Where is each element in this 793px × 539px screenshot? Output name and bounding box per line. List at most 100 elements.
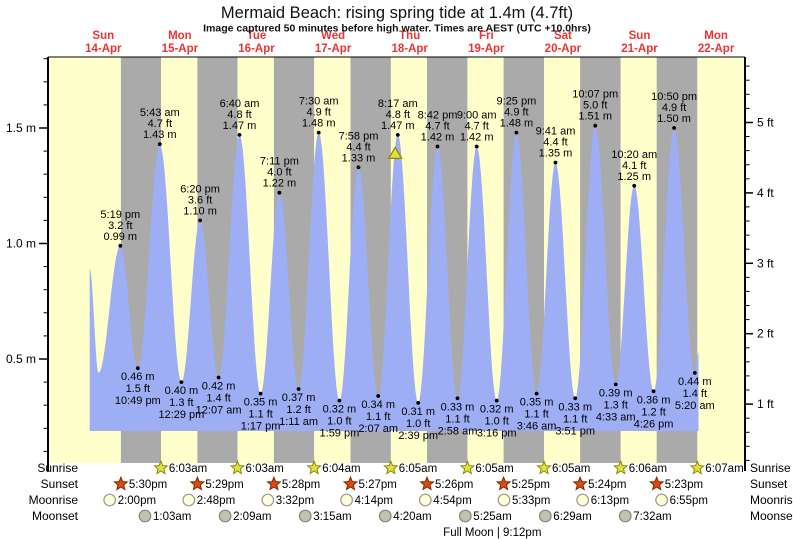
tide-low-label-line: 1:17 pm	[241, 421, 281, 433]
tide-low-label-line: 0.32 m	[323, 404, 357, 416]
tide-high-label: 5:19 pm3.2 ft0.99 m	[100, 209, 140, 248]
astro-event-time: 7:32am	[633, 511, 671, 523]
day-header-name: Mon	[168, 30, 192, 42]
tide-point	[179, 380, 184, 384]
tide-high-label-line: 4.7 ft	[148, 118, 172, 130]
astro-event-time: 6:05am	[399, 463, 437, 475]
tide-low-label-line: 1.0 ft	[484, 416, 508, 428]
moonrise-icon	[261, 493, 275, 507]
sunset-star-icon	[648, 475, 665, 491]
right-axis-tick-label: 5 ft	[757, 116, 774, 130]
tide-high-label-line: 3.6 ft	[188, 194, 212, 206]
day-header-name: Sat	[554, 30, 572, 42]
tide-high-label-line: 1.42 m	[460, 132, 494, 144]
tide-high-label-line: 1.47 m	[223, 120, 257, 132]
moonrise-icon	[103, 493, 117, 507]
sunset-star-icon	[495, 475, 512, 491]
tide-point	[237, 133, 242, 137]
right-axis-tick-label: 2 ft	[757, 327, 774, 341]
tide-low-label-line: 4:33 am	[596, 411, 636, 423]
tide-low-label-line: 0.37 m	[282, 392, 316, 404]
tide-low-label: 0.33 m1.1 ft2:58 am	[438, 396, 477, 437]
tide-high-label-line: 5.0 ft	[583, 100, 607, 112]
right-axis-tick-label: 4 ft	[757, 186, 774, 200]
tide-low-label-line: 0.32 m	[480, 404, 514, 416]
moonset-icon	[378, 509, 392, 523]
tide-point	[376, 394, 381, 398]
astro-event-time: 6:05am	[552, 463, 590, 475]
page-subtitle: Image captured 50 minutes before high wa…	[203, 23, 591, 35]
moonrise-icon	[655, 493, 668, 507]
astro-row-moonrise: Moonrise Moonrise 2:00pm 2:48pm 3:32pm 4:14pm…	[29, 493, 793, 507]
tide-point	[356, 165, 361, 170]
tide-high-label-line: 5:43 am	[140, 107, 180, 119]
tide-high-label-line: 5:19 pm	[100, 209, 140, 221]
astro-row-label-left: Sunset	[41, 477, 79, 491]
tide-point	[337, 398, 342, 403]
tide-high-label-line: 4.9 ft	[662, 102, 686, 114]
tide-high-label-line: 9:41 am	[536, 126, 576, 138]
tide-high-label-line: 1.43 m	[143, 129, 177, 141]
moonset-icon	[538, 509, 552, 523]
tide-high-label: 7:30 am4.9 ft1.48 m	[299, 96, 339, 135]
tide-low-label-line: 0.44 m	[678, 376, 712, 388]
tide-high-label-line: 10:20 am	[611, 149, 657, 161]
tide-point	[296, 387, 301, 391]
tide-high-label: 8:42 pm4.7 ft1.42 m	[418, 110, 457, 149]
day-header-name: Mon	[704, 30, 728, 42]
astro-event-time: 4:20am	[393, 511, 431, 523]
tide-low-label-line: 12:29 pm	[158, 409, 204, 421]
astro-event-time: 5:29pm	[205, 479, 243, 491]
tide-high-label-line: 4.1 ft	[622, 160, 646, 172]
astro-event-time: 5:28pm	[282, 479, 320, 491]
tide-point	[118, 243, 123, 248]
sunset-star-icon	[572, 475, 588, 491]
left-axis-tick-label: 1.5 m	[6, 121, 36, 135]
tide-high-label-line: 1.10 m	[183, 205, 217, 217]
sunrise-star-icon	[536, 459, 552, 475]
tide-point	[277, 190, 282, 195]
astro-event-time: 4:54pm	[433, 495, 471, 507]
tide-point	[573, 396, 578, 401]
tide-low-label-line: 0.33 m	[558, 401, 592, 413]
moonset-icon	[218, 509, 232, 523]
astro-event-time: 1:03am	[153, 511, 191, 523]
tide-low-label-line: 0.31 m	[401, 406, 435, 418]
astro-event-time: 5:25pm	[512, 479, 550, 491]
day-header-name: Sun	[92, 30, 114, 42]
tide-point	[651, 389, 656, 394]
tide-low-label-line: 1.5 ft	[126, 383, 150, 395]
tide-low-label-line: 0.36 m	[637, 394, 671, 406]
tide-high-label: 9:25 pm4.9 ft1.48 m	[497, 96, 536, 135]
astro-event-time: 4:14pm	[355, 495, 393, 507]
tide-low-label-line: 0.42 m	[202, 381, 236, 393]
tide-low-label-line: 1.3 ft	[603, 399, 627, 411]
tide-low-label-line: 12:07 am	[196, 405, 242, 417]
astro-event-time: 6:06am	[629, 463, 667, 475]
astro-event-time: 5:27pm	[359, 479, 397, 491]
tide-high-label-line: 4.4 ft	[543, 137, 567, 149]
astro-row-moonset: Moonset Moonset 1:03am 2:09am 3:15am 4:20am 5:…	[32, 509, 793, 523]
tide-high-label-line: 1.50 m	[657, 113, 691, 125]
tide-point	[553, 160, 558, 165]
day-header-date: 19-Apr	[468, 43, 505, 55]
tide-low-label: 0.35 m1.1 ft3:46 am	[517, 391, 556, 433]
moonset-icon	[458, 509, 472, 523]
tide-low-label-line: 1.0 ft	[327, 416, 351, 428]
day-header-date: 17-Apr	[315, 43, 352, 55]
left-axis-tick-label: 1.0 m	[6, 237, 36, 251]
astro-event-time: 6:03am	[169, 463, 207, 475]
moonrise-icon	[576, 493, 590, 507]
tide-low-label-line: 0.35 m	[520, 397, 554, 409]
tide-low-label: 0.36 m1.2 ft4:26 pm	[634, 389, 673, 430]
tide-low-label-line: 1.4 ft	[683, 388, 707, 400]
tide-high-label-line: 4.8 ft	[386, 109, 410, 121]
tide-high-label-line: 7:30 am	[299, 96, 339, 108]
tide-high-label: 7:11 pm4.0 ft1.22 m	[260, 156, 299, 195]
day-header-name: Fri	[479, 30, 494, 42]
day-header-date: 15-Apr	[162, 43, 199, 55]
